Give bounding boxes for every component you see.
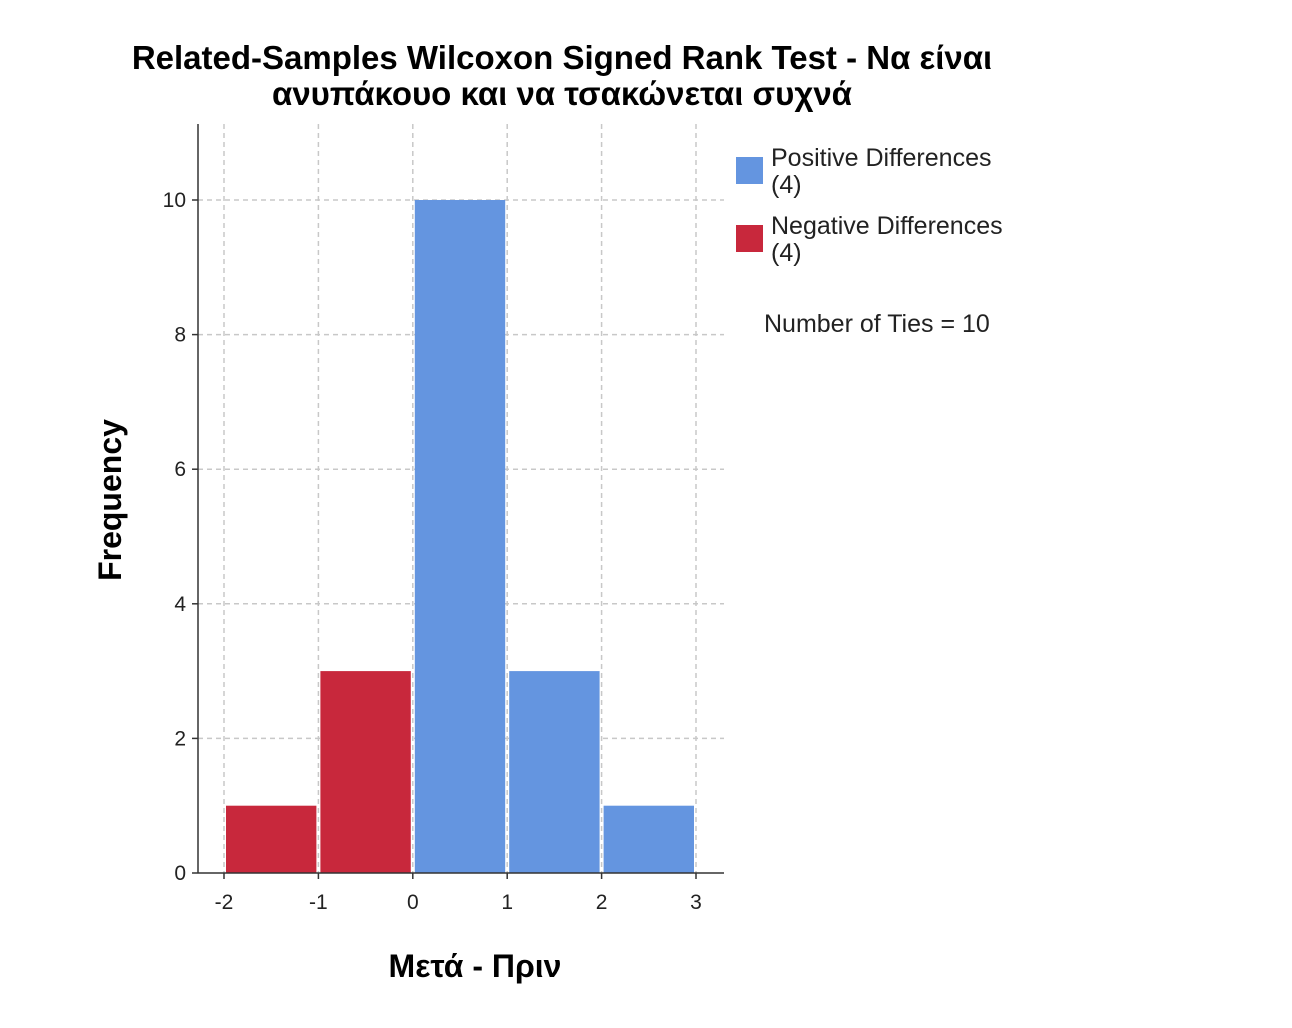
x-tick-label-2: 2 <box>596 891 608 914</box>
y-tick-label-2: 2 <box>174 727 186 750</box>
histogram-bar-positive-3 <box>509 671 600 873</box>
histogram-bar-negative-1 <box>320 671 411 873</box>
x-tick-label--1: -1 <box>309 891 328 914</box>
legend-name-negative: Negative Differences <box>771 212 1003 240</box>
y-tick-label-8: 8 <box>174 324 186 347</box>
x-axis-title: Μετά - Πριν <box>388 948 562 984</box>
legend-count-negative: (4) <box>771 239 802 267</box>
legend-item-positive: Positive Differences (4) <box>736 145 1066 213</box>
histogram-bar-positive-2 <box>414 200 506 873</box>
legend: Positive Differences (4) Negative Differ… <box>736 145 1066 281</box>
y-tick-label-4: 4 <box>174 593 186 616</box>
x-tick-label--2: -2 <box>215 891 234 914</box>
chart-title-line-2: ανυπάκουο και να τσακώνεται συχνά <box>272 75 852 112</box>
legend-swatch-positive <box>736 157 763 184</box>
legend-name-positive: Positive Differences <box>771 144 992 172</box>
y-axis-title-text: Frequency <box>92 419 128 581</box>
ties-annotation: Number of Ties = 10 <box>764 310 990 338</box>
legend-label-positive: Positive Differences (4) <box>771 145 991 199</box>
histogram-bar-positive-4 <box>603 805 694 873</box>
legend-item-negative: Negative Differences (4) <box>736 213 1066 281</box>
y-tick-label-0: 0 <box>174 862 186 885</box>
histogram-bar-negative-0 <box>226 805 317 873</box>
y-tick-label-6: 6 <box>174 458 186 481</box>
legend-count-positive: (4) <box>771 171 802 199</box>
chart-title-line-1: Related-Samples Wilcoxon Signed Rank Tes… <box>131 39 993 76</box>
y-tick-label-10: 10 <box>163 189 186 212</box>
x-tick-label-0: 0 <box>407 891 419 914</box>
legend-swatch-negative <box>736 225 763 252</box>
chart-title: Related-Samples Wilcoxon Signed Rank Tes… <box>40 40 1084 112</box>
x-tick-label-1: 1 <box>501 891 513 914</box>
legend-label-negative: Negative Differences (4) <box>771 213 1003 267</box>
x-tick-label-3: 3 <box>690 891 702 914</box>
